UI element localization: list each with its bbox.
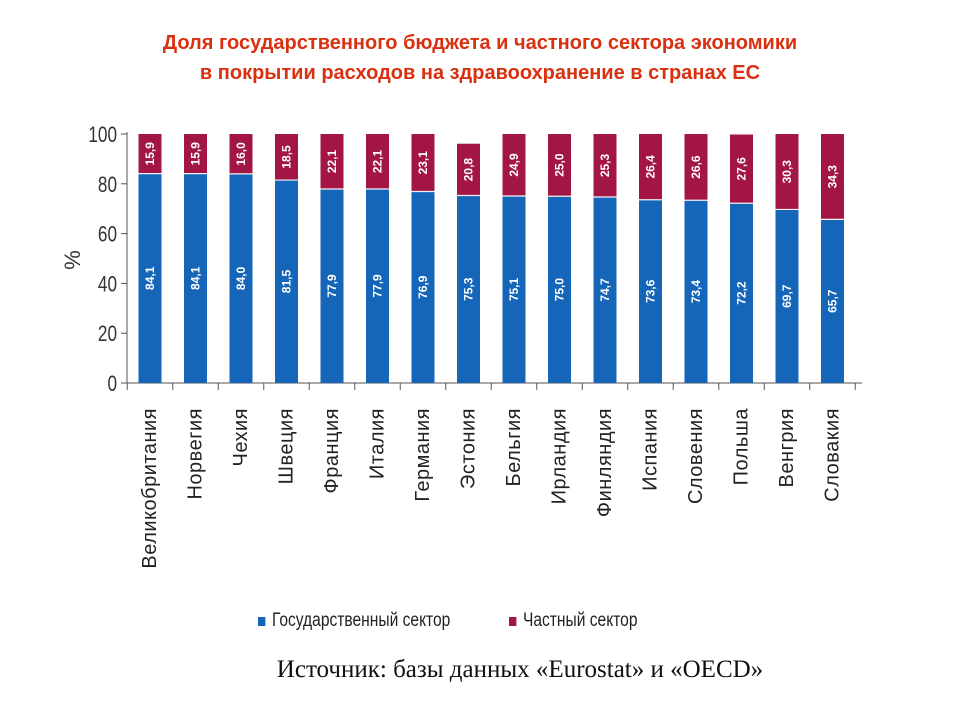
legend-label-private: Частный сектор bbox=[522, 610, 638, 631]
y-tick-label-100: 100 bbox=[88, 123, 117, 148]
category-label-1: Норвегия bbox=[185, 408, 207, 500]
data-label-private-1: 15,9 bbox=[189, 142, 203, 166]
data-label-public-13: 72,2 bbox=[735, 281, 749, 305]
data-label-private-9: 25,0 bbox=[553, 153, 567, 177]
category-label-2: Чехия bbox=[230, 408, 252, 467]
bar-private-7 bbox=[457, 143, 480, 196]
bar-private-10 bbox=[593, 134, 617, 197]
bar-private-14 bbox=[775, 134, 799, 210]
bar-private-3 bbox=[275, 134, 298, 181]
category-label-9: Ирландия bbox=[549, 408, 571, 504]
category-label-3: Швеция bbox=[276, 408, 298, 484]
chart-title: Доля государственного бюджета и частного… bbox=[0, 28, 960, 88]
title-line-2: в покрытии расходов на здравоохранение в… bbox=[199, 62, 761, 84]
bar-public-15 bbox=[821, 219, 844, 383]
category-label-10: Финляндия bbox=[594, 408, 616, 517]
data-label-public-8: 75,1 bbox=[507, 277, 521, 301]
bar-public-7 bbox=[457, 195, 480, 383]
bar-public-11 bbox=[639, 199, 662, 383]
data-label-private-6: 23,1 bbox=[416, 151, 430, 175]
bar-public-5 bbox=[366, 189, 389, 383]
bar-private-1 bbox=[184, 134, 207, 174]
legend-label-public: Государственный сектор bbox=[271, 610, 451, 631]
data-label-private-3: 18,5 bbox=[280, 145, 294, 169]
y-tick-label-60: 60 bbox=[98, 223, 117, 248]
data-label-private-2: 16,0 bbox=[234, 142, 248, 166]
bar-private-2 bbox=[229, 134, 253, 174]
data-label-public-1: 84,1 bbox=[189, 266, 203, 290]
data-label-private-4: 22,1 bbox=[325, 150, 339, 174]
data-label-public-11: 73,6 bbox=[644, 279, 658, 303]
data-label-public-10: 74,7 bbox=[598, 278, 612, 302]
data-label-public-12: 73,4 bbox=[689, 280, 703, 304]
data-label-public-6: 76,9 bbox=[416, 275, 430, 299]
bar-public-4 bbox=[320, 189, 344, 383]
y-tick-label-40: 40 bbox=[98, 272, 117, 297]
category-label-6: Германия bbox=[412, 408, 434, 502]
category-label-5: Италия bbox=[367, 408, 389, 479]
legend-swatch-public bbox=[258, 616, 266, 626]
data-label-private-15: 34,3 bbox=[826, 165, 840, 189]
bar-public-0 bbox=[138, 173, 162, 383]
data-label-private-10: 25,3 bbox=[598, 153, 612, 177]
data-label-private-14: 30,3 bbox=[780, 160, 794, 184]
y-axis-label: % bbox=[60, 250, 85, 270]
bar-private-8 bbox=[502, 134, 526, 197]
bar-private-9 bbox=[548, 134, 571, 197]
bar-private-6 bbox=[411, 134, 435, 192]
data-label-private-0: 15,9 bbox=[143, 142, 157, 166]
data-label-public-4: 77,9 bbox=[325, 274, 339, 298]
bar-public-13 bbox=[730, 203, 753, 383]
bar-public-3 bbox=[275, 180, 298, 383]
bar-public-10 bbox=[593, 196, 617, 383]
data-label-private-12: 26,6 bbox=[689, 155, 703, 179]
bar-private-15 bbox=[821, 134, 844, 220]
bar-private-0 bbox=[138, 134, 162, 174]
bar-private-5 bbox=[366, 134, 389, 190]
category-label-11: Испания bbox=[640, 408, 662, 491]
y-tick-label-20: 20 bbox=[98, 322, 117, 347]
category-label-14: Венгрия bbox=[776, 408, 798, 487]
bar-public-12 bbox=[684, 200, 708, 383]
category-label-0: Великобритания bbox=[139, 408, 161, 569]
data-label-public-3: 81,5 bbox=[280, 270, 294, 294]
bar-private-4 bbox=[320, 134, 344, 190]
category-label-4: Франция bbox=[321, 408, 343, 493]
bar-private-12 bbox=[684, 134, 708, 201]
source-caption: Источник: базы данных «Eurostat» и «OECD… bbox=[276, 656, 764, 683]
bar-public-2 bbox=[229, 173, 253, 383]
data-label-private-13: 27,6 bbox=[735, 157, 749, 181]
category-label-8: Бельгия bbox=[503, 408, 525, 486]
bar-public-14 bbox=[775, 209, 799, 383]
legend-item-private: Частный сектор bbox=[508, 610, 638, 632]
data-label-private-8: 24,9 bbox=[507, 153, 521, 177]
category-label-7: Эстония bbox=[458, 408, 480, 489]
data-label-public-14: 69,7 bbox=[780, 284, 794, 308]
data-label-public-0: 84,1 bbox=[143, 266, 157, 290]
bar-public-8 bbox=[502, 196, 526, 383]
bar-public-9 bbox=[548, 196, 571, 383]
bar-private-11 bbox=[639, 134, 662, 200]
y-tick-label-0: 0 bbox=[107, 372, 117, 397]
title-line-1: Доля государственного бюджета и частного… bbox=[162, 32, 798, 54]
legend-item-public: Государственный сектор bbox=[258, 610, 450, 632]
data-label-public-2: 84,0 bbox=[234, 266, 248, 290]
data-label-public-7: 75,3 bbox=[462, 277, 476, 301]
data-label-private-5: 22,1 bbox=[371, 150, 385, 174]
data-label-private-11: 26,4 bbox=[644, 155, 658, 179]
data-label-private-7: 20,8 bbox=[462, 158, 476, 182]
bar-public-6 bbox=[411, 191, 435, 383]
legend-swatch-private bbox=[508, 616, 516, 626]
data-label-public-9: 75,0 bbox=[553, 278, 567, 302]
data-label-public-5: 77,9 bbox=[371, 274, 385, 298]
category-label-13: Польша bbox=[731, 408, 753, 486]
y-tick-label-80: 80 bbox=[98, 173, 117, 198]
bar-public-1 bbox=[184, 173, 207, 383]
chart-legend: Государственный сектор Частный сектор bbox=[258, 610, 681, 632]
bar-private-13 bbox=[730, 134, 753, 204]
data-label-public-15: 65,7 bbox=[826, 289, 840, 313]
category-label-12: Словения bbox=[685, 408, 707, 504]
category-label-15: Словакия bbox=[822, 408, 844, 502]
